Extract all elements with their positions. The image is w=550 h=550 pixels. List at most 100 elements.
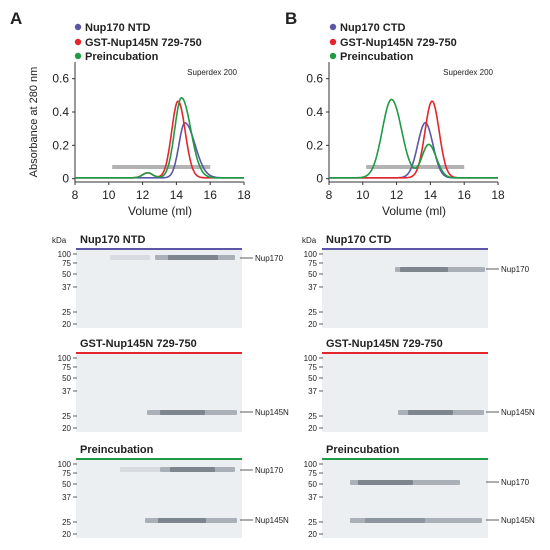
chart-a-xtick-label-1: 10 <box>102 188 116 202</box>
chart-a-ytick-label-3: 0.6 <box>52 72 69 86</box>
chart-b-lines <box>329 98 498 179</box>
marker-label-2-3: 37 <box>62 493 71 502</box>
marker-label-3-5: 20 <box>308 320 317 329</box>
legend-a-label-2: GST-Nup145N 729-750 <box>85 37 202 49</box>
chart-b-xtick-label-1: 10 <box>356 188 370 202</box>
marker-label-0-4: 25 <box>62 308 71 317</box>
legend-b-dot-3 <box>329 52 337 60</box>
gel-b2-color-bar <box>322 352 488 354</box>
chart-b-xlabel: Volume (ml) <box>382 204 446 218</box>
marker-label-1-5: 20 <box>62 424 71 433</box>
chart-b-series-3 <box>329 98 498 179</box>
marker-label-3-1: 75 <box>308 259 317 268</box>
gel-a2-color-bar <box>76 352 242 354</box>
gel-a2-band-label-1: Nup145N <box>255 408 289 417</box>
marker-label-4-0: 100 <box>304 354 318 363</box>
gel-b3-band-label-1: Nup170 <box>501 478 530 487</box>
gel-a3-band-label-1: Nup170 <box>255 466 284 475</box>
gel-b2-band-core <box>408 410 453 415</box>
gel-b3-lane-area <box>322 458 488 538</box>
gel-b3-color-bar <box>322 458 488 460</box>
gel-a3-band-nup170-core <box>170 467 215 472</box>
gel-b1-band-label-1: Nup170 <box>501 265 530 274</box>
marker-label-0-3: 37 <box>62 283 71 292</box>
chart-b-column-label: Superdex 200 <box>443 68 493 77</box>
legend-b-dot-1 <box>329 23 337 31</box>
marker-label-4-4: 25 <box>308 412 317 421</box>
legend-a-dot-2 <box>74 38 82 46</box>
gel-b2-band-label-1: Nup145N <box>501 408 535 417</box>
legend-b-label-3: Preincubation <box>340 51 414 63</box>
chart-b-xtick-label-2: 12 <box>390 188 404 202</box>
chart-a-ytick-label-2: 0.4 <box>52 105 69 119</box>
gel-a2-title: GST-Nup145N 729-750 <box>80 338 197 350</box>
marker-label-1-2: 50 <box>62 374 71 383</box>
marker-label-0-2: 50 <box>62 270 71 279</box>
legend-a-dot-1 <box>74 23 82 31</box>
marker-label-2-2: 50 <box>62 480 71 489</box>
legend-b-label-1: Nup170 CTD <box>340 22 405 34</box>
chart-b-ytick-label-3: 0.6 <box>306 72 323 86</box>
legend-b-label-2: GST-Nup145N 729-750 <box>340 37 457 49</box>
chromatogram-b: Superdex 200 8 10 12 14 16 18 0 0.2 0.4 0.6 Volum… <box>306 62 505 218</box>
gel-a1-color-bar <box>76 248 242 250</box>
panel-a-letter: A <box>10 9 22 28</box>
chart-b-ytick-label-0: 0 <box>316 172 323 186</box>
gel-a2-band-core <box>160 410 205 415</box>
chart-a-lines <box>75 96 244 179</box>
chart-b-series-1 <box>329 121 498 179</box>
marker-label-3-0: 100 <box>304 250 318 259</box>
chart-a-xtick-label-0: 8 <box>72 188 79 202</box>
marker-label-4-5: 20 <box>308 424 317 433</box>
chart-a-xtick-label-2: 12 <box>136 188 150 202</box>
chart-b-xtick-label-4: 16 <box>458 188 472 202</box>
gel-a3-band-nup145n-core <box>158 518 206 523</box>
gel-a1-lane-area <box>76 248 242 328</box>
marker-label-1-4: 25 <box>62 412 71 421</box>
marker-label-3-4: 25 <box>308 308 317 317</box>
chart-a-ylabel: Absorbance at 280 nm <box>28 67 40 178</box>
legend-a: Nup170 NTD GST-Nup145N 729-750 Preincuba… <box>74 22 202 63</box>
chart-a-xtick-label-5: 18 <box>237 188 251 202</box>
gel-b3-title: Preincubation <box>326 444 400 456</box>
legend-a-label-3: Preincubation <box>85 51 159 63</box>
marker-label-5-2: 50 <box>308 480 317 489</box>
chart-b-xtick-label-5: 18 <box>491 188 505 202</box>
panel-b-letter: B <box>285 9 297 28</box>
chart-a-ticks: 8 10 12 14 16 18 0 0.2 0.4 0.6 <box>52 72 251 202</box>
gel-b2-lane-area <box>322 352 488 432</box>
gel-a2-lane-area <box>76 352 242 432</box>
marker-label-1-3: 37 <box>62 387 71 396</box>
legend-a-label-1: Nup170 NTD <box>85 22 150 34</box>
gel-a3-title: Preincubation <box>80 444 154 456</box>
marker-label-0-5: 20 <box>62 320 71 329</box>
gel-a1-faint-band <box>110 255 150 260</box>
gel-a3-faint-band <box>120 467 160 472</box>
marker-label-3-3: 37 <box>308 283 317 292</box>
chart-a-column-label: Superdex 200 <box>187 68 237 77</box>
gel-b3-band-nup170-core <box>358 480 413 485</box>
chart-b-xtick-label-3: 14 <box>424 188 438 202</box>
chart-a-series-3 <box>75 96 244 179</box>
marker-label-3-2: 50 <box>308 270 317 279</box>
chart-b-xtick-label-0: 8 <box>326 188 333 202</box>
chart-a-xtick-label-4: 16 <box>204 188 218 202</box>
gel-b1-lane-area <box>322 248 488 328</box>
gel-b1-title: Nup170 CTD <box>326 234 391 246</box>
gel-a1-band-label-1: Nup170 <box>255 254 284 263</box>
gel-a3-color-bar <box>76 458 242 460</box>
gel-b2-title: GST-Nup145N 729-750 <box>326 338 443 350</box>
marker-label-2-5: 20 <box>62 530 71 539</box>
marker-label-4-3: 37 <box>308 387 317 396</box>
